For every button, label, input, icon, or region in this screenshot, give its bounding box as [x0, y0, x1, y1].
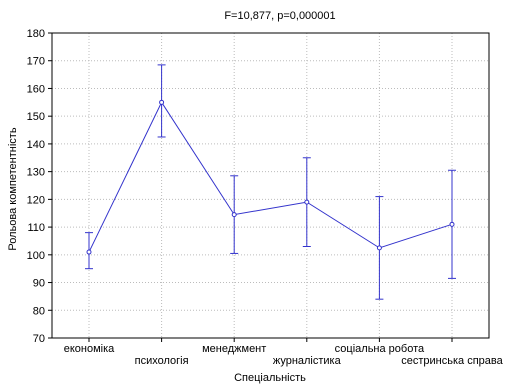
data-point — [304, 199, 310, 205]
y-tick-label: 170 — [27, 56, 45, 68]
y-axis-ticks: 70 80 90 100 110 120 130 140 150 160 170 180 — [27, 28, 52, 345]
grid-lines — [52, 33, 489, 338]
x-axis-title: Спеціальність — [234, 372, 306, 384]
x-tick-label: сестринська справа — [401, 355, 503, 367]
y-tick-label: 180 — [27, 28, 45, 40]
data-point — [86, 249, 92, 255]
series-line — [88, 101, 453, 253]
data-point — [159, 99, 165, 105]
error-bars — [85, 64, 456, 300]
y-tick-label: 160 — [27, 83, 45, 95]
y-tick-label: 90 — [33, 278, 45, 290]
y-tick-label: 150 — [27, 111, 45, 123]
y-tick-label: 80 — [33, 305, 45, 317]
y-tick-label: 100 — [27, 250, 45, 262]
y-tick-label: 110 — [27, 222, 45, 234]
x-tick-label: журналістика — [273, 355, 342, 367]
chart-title: F=10,877, p=0,000001 — [224, 10, 335, 22]
data-points — [86, 99, 455, 255]
data-point — [449, 221, 455, 227]
data-point — [376, 245, 382, 251]
x-axis-ticks: економіка психологія менеджмент журналістик… — [64, 338, 504, 367]
data-point — [231, 212, 237, 218]
x-tick-label: менеджмент — [202, 343, 266, 355]
y-tick-label: 140 — [27, 139, 45, 151]
x-tick-label: економіка — [64, 343, 115, 355]
x-tick-label: психологія — [135, 355, 189, 367]
y-tick-label: 130 — [27, 167, 45, 179]
plot-frame — [51, 32, 490, 339]
y-axis-title: Рольова компетентність — [7, 127, 19, 250]
y-tick-label: 70 — [33, 333, 45, 345]
x-tick-label: соціальна робота — [335, 343, 425, 355]
y-tick-label: 120 — [27, 194, 45, 206]
